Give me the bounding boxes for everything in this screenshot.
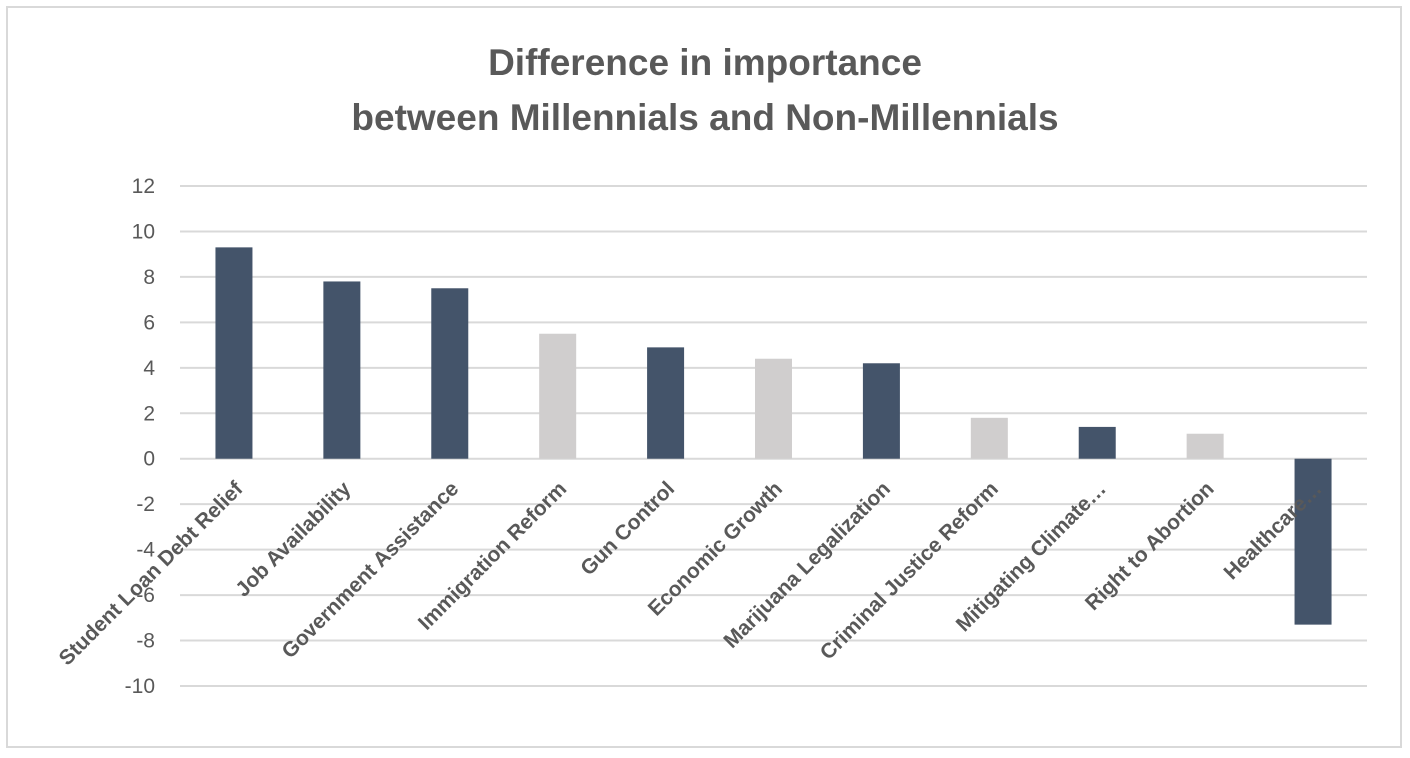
bar bbox=[1294, 458, 1332, 625]
y-tick-label: 12 bbox=[132, 175, 155, 198]
bar bbox=[215, 247, 253, 459]
y-tick-label: -4 bbox=[136, 539, 155, 562]
bar bbox=[323, 281, 361, 459]
y-tick-label: -2 bbox=[136, 493, 155, 516]
category-label: Job Availability bbox=[231, 477, 355, 601]
bars bbox=[215, 247, 1332, 625]
y-tick-label: 8 bbox=[143, 266, 155, 289]
y-tick-label: 0 bbox=[143, 448, 155, 471]
gridlines bbox=[180, 185, 1367, 687]
chart-title-line-1: Difference in importance bbox=[488, 42, 922, 83]
y-axis-tick-labels: 12 10 8 6 4 2 0 -2 -4 -6 -8 -10 bbox=[125, 175, 156, 698]
bar bbox=[862, 363, 900, 459]
bar bbox=[970, 417, 1008, 459]
bar bbox=[1186, 433, 1224, 459]
y-tick-label: 4 bbox=[143, 357, 155, 380]
y-tick-label: 6 bbox=[143, 311, 155, 334]
y-tick-label: 10 bbox=[132, 220, 155, 243]
chart-title-line-2: between Millennials and Non-Millennials bbox=[351, 97, 1059, 138]
bar bbox=[539, 333, 577, 459]
category-label: Criminal Justice Reform bbox=[816, 477, 1003, 664]
bar bbox=[755, 358, 792, 459]
bar bbox=[647, 347, 685, 459]
category-label: Gun Control bbox=[576, 477, 679, 580]
y-tick-label: -10 bbox=[125, 675, 155, 698]
bar bbox=[1078, 426, 1116, 459]
y-tick-label: -8 bbox=[136, 630, 155, 653]
y-tick-label: 2 bbox=[143, 402, 155, 425]
bar bbox=[431, 288, 469, 459]
y-tick-label: -6 bbox=[136, 584, 155, 607]
